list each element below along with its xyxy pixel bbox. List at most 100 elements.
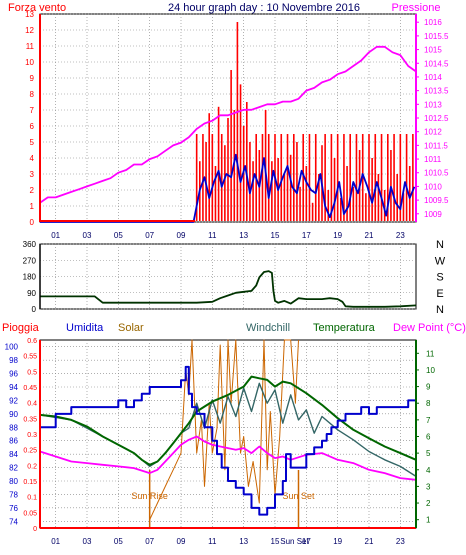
wind-tick-label: 4 <box>30 154 35 163</box>
legend-windchill: Windchill <box>246 322 290 334</box>
temperature-tick-label: 2 <box>426 499 431 508</box>
legend-solar: Solar <box>118 322 144 334</box>
humidity-tick-label: 84 <box>9 450 18 459</box>
panel3-x-ticks: 01 03 05 07 09 11 13 15 17 19 21 23 Sun Set <box>51 537 405 546</box>
compass-label: W <box>435 255 446 267</box>
x-tick-label: 17 <box>302 537 311 546</box>
x-tick-label: 05 <box>114 231 123 240</box>
temperature-tick-label: 3 <box>426 482 431 491</box>
wind-speed-line <box>40 153 416 223</box>
humidity-tick-label: 94 <box>9 383 18 392</box>
chart-title: 24 hour graph day : 10 Novembre 2016 <box>168 2 360 14</box>
rain-tick-label: 0.35 <box>23 416 37 423</box>
x-tick-label: 15 <box>271 231 280 240</box>
wind-tick-label: 2 <box>30 186 35 195</box>
temperature-tick-label: 4 <box>426 466 431 475</box>
wind-tick-label: 10 <box>25 58 34 67</box>
x-tick-label: 03 <box>83 537 92 546</box>
wind-direction-grid <box>40 243 416 310</box>
x-tick-label: 05 <box>114 537 123 546</box>
wind-tick-label: 3 <box>30 170 35 179</box>
wind-tick-label: 11 <box>26 42 35 51</box>
temperature-tick-label: 1 <box>426 516 431 525</box>
x-tick-label: 11 <box>208 537 217 546</box>
humidity-tick-label: 100 <box>5 343 19 352</box>
direction-tick-label: 90 <box>27 289 36 298</box>
wind-tick-label: 6 <box>30 122 35 131</box>
legend-dewpoint: Dew Point (°C) <box>393 322 466 334</box>
sunrise-label: Sun Rise <box>131 491 168 501</box>
direction-tick-label: 0 <box>32 305 37 314</box>
temperature-tick-label: 5 <box>426 449 431 458</box>
wind-tick-label: 0 <box>30 218 35 227</box>
pressure-tick-label: 1012.5 <box>424 114 449 123</box>
wind-tick-label: 1 <box>30 202 35 211</box>
rain-tick-label: 0.55 <box>23 354 37 361</box>
pressure-tick-label: 1009.5 <box>424 196 449 205</box>
rain-tick-label: 0.45 <box>23 385 37 392</box>
rain-tick-label: 0.05 <box>23 510 37 517</box>
rain-tick-label: 0.4 <box>27 401 37 408</box>
rain-tick-label: 0.5 <box>27 369 37 376</box>
pressure-tick-label: 1011.5 <box>424 141 448 150</box>
humidity-axis-ticks: 74 76 78 80 82 84 86 88 90 92 94 96 98 100 <box>5 343 19 527</box>
temperature-tick-label: 10 <box>426 366 435 375</box>
pressure-tick-label: 1015.5 <box>424 32 449 41</box>
rain-tick-label: 0 <box>33 526 37 533</box>
sunset-label: Sun Set <box>282 491 315 501</box>
humidity-tick-label: 78 <box>9 490 18 499</box>
temperature-tick-label: 8 <box>426 399 431 408</box>
x-tick-label: 07 <box>145 537 154 546</box>
humidity-tick-label: 90 <box>9 410 18 419</box>
x-tick-label: 13 <box>239 231 248 240</box>
x-tick-label: 11 <box>208 231 217 240</box>
pressure-tick-label: 1016 <box>424 18 442 27</box>
x-tick-label: 01 <box>51 231 60 240</box>
wind-axis-label: Forza vento <box>8 2 66 14</box>
rain-tick-label: 0.15 <box>23 479 37 486</box>
compass-label: S <box>436 272 443 284</box>
wind-tick-label: 13 <box>25 10 34 19</box>
direction-tick-label: 360 <box>23 240 37 249</box>
temperature-tick-label: 7 <box>426 416 431 425</box>
dewpoint-line <box>39 435 417 481</box>
rain-tick-label: 0.3 <box>27 432 37 439</box>
pressure-tick-label: 1011 <box>424 155 442 164</box>
solar-line <box>149 339 299 520</box>
x-tick-label: 23 <box>396 537 405 546</box>
wind-direction-ticks: 0 90 180 270 360 <box>23 240 37 314</box>
x-tick-label: 01 <box>51 537 60 546</box>
rain-humidity-temperature-plot-area <box>39 339 417 529</box>
humidity-tick-label: 74 <box>9 517 18 526</box>
pressure-tick-label: 1014.5 <box>424 59 449 68</box>
x-tick-label: 21 <box>365 537 374 546</box>
x-tick-label: 15 <box>271 537 280 546</box>
legend-temperature: Temperatura <box>313 322 376 334</box>
pressure-axis-label: Pressione <box>392 2 441 14</box>
sunset-tick-label: Sun Set <box>280 537 309 546</box>
x-tick-label: 21 <box>365 231 374 240</box>
x-tick-label: 09 <box>177 231 186 240</box>
humidity-line <box>40 365 416 516</box>
x-tick-label: 03 <box>83 231 92 240</box>
pressure-tick-label: 1013 <box>424 100 442 109</box>
wind-direction-plot-area <box>39 243 417 310</box>
humidity-tick-label: 92 <box>9 396 18 405</box>
wind-direction-series <box>40 270 417 308</box>
humidity-tick-label: 86 <box>9 437 18 446</box>
rain-tick-label: 0.1 <box>27 495 37 502</box>
legend-humidity: Umidita <box>66 322 104 334</box>
x-tick-label: 17 <box>302 231 311 240</box>
panel3-legend: Pioggia Umidita Solar Windchill Temperat… <box>2 322 466 334</box>
rain-tick-label: 0.2 <box>27 463 37 470</box>
pressure-tick-label: 1014 <box>424 73 442 82</box>
x-tick-label: 19 <box>333 537 342 546</box>
temperature-tick-label: 11 <box>426 349 435 358</box>
temperature-tick-label: 9 <box>426 383 431 392</box>
humidity-tick-label: 80 <box>9 477 18 486</box>
wind-direction-line <box>40 270 417 308</box>
